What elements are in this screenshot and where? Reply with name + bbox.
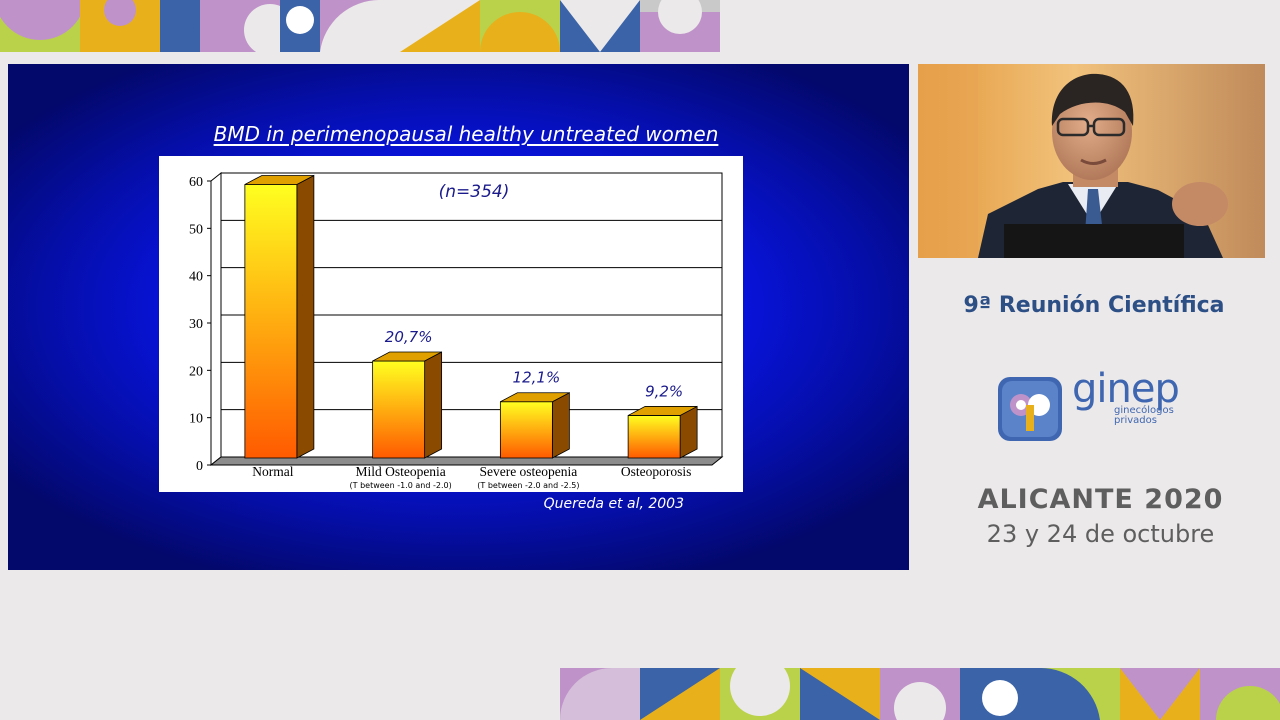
bar (499, 401, 553, 459)
y-tick-label: 0 (196, 459, 203, 474)
bar (244, 184, 298, 459)
decorative-pattern-bottom (560, 668, 1280, 720)
y-tick-label: 10 (189, 412, 203, 427)
bar-side (296, 174, 315, 459)
bar-side (424, 351, 443, 459)
bar-top (627, 406, 698, 416)
data-label: 9,2% (645, 382, 683, 400)
source-citation: Quereda et al, 2003 (543, 496, 684, 512)
bar-top (500, 392, 570, 403)
x-category-label: Normal (252, 464, 293, 479)
chart-side-wall (210, 171, 222, 467)
slide-title: BMD in perimenopausal healthy untreated … (213, 122, 719, 146)
bar-top (372, 351, 442, 362)
logo-subtitle-line-2: privados (1114, 415, 1157, 426)
logo-subtitle-line-1: ginecólogos (1114, 405, 1174, 416)
x-category-note: (T between -1.0 and -2.0) (350, 481, 452, 490)
bar (372, 360, 426, 459)
x-category-label: Severe osteopenia (479, 464, 577, 479)
presentation-slide: BMD in perimenopausal healthy untreated … (8, 64, 909, 570)
chart-floor (209, 456, 724, 466)
bar (627, 415, 681, 459)
bar-top (244, 175, 315, 185)
speaker-video-feed (918, 64, 1265, 258)
event-dates: 23 y 24 de octubre (986, 520, 1215, 548)
ginep-logo-subtitle: ginecólogos privados (1114, 406, 1174, 426)
sample-size-annotation: (n=354) (439, 182, 510, 202)
data-label: 20,7% (385, 328, 433, 346)
y-tick-label: 40 (189, 270, 203, 285)
y-tick-label: 60 (189, 175, 203, 190)
ginep-logo-icon (998, 377, 1062, 441)
decorative-pattern-top (0, 0, 720, 52)
bar-side (551, 392, 570, 459)
y-tick-label: 30 (189, 317, 203, 332)
x-category-note: (T between -2.0 and -2.5) (477, 481, 579, 490)
event-city-year: ALICANTE 2020 (977, 484, 1224, 515)
x-category-label: Mild Osteopenia (355, 464, 445, 479)
y-tick-label: 20 (189, 364, 203, 379)
ginep-logo-wordmark: ginep (1072, 366, 1180, 412)
y-tick-label: 50 (189, 222, 203, 237)
data-label: 12,1% (513, 369, 561, 387)
x-category-label: Osteoporosis (621, 464, 692, 479)
event-title: 9ª Reunión Científica (963, 293, 1225, 318)
